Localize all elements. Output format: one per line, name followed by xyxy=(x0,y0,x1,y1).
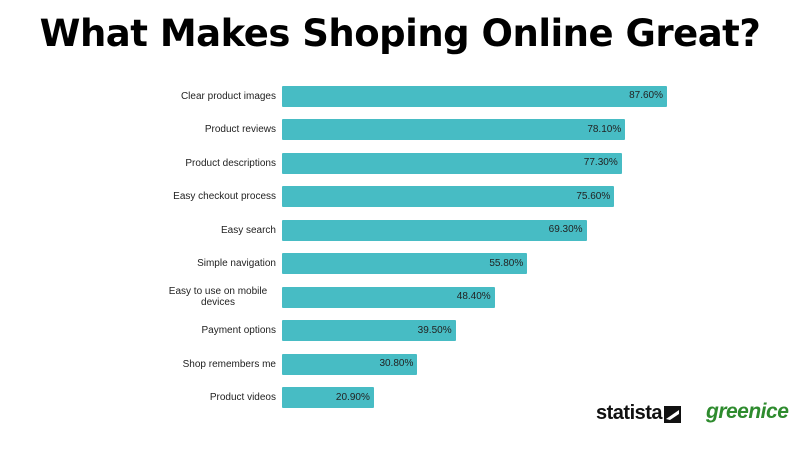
category-label: Easy search xyxy=(110,225,276,236)
bar xyxy=(282,186,615,208)
category-label: Product videos xyxy=(110,392,276,403)
category-text: Product videos xyxy=(209,392,276,404)
value-label: 75.60% xyxy=(576,190,611,202)
bar xyxy=(282,253,528,275)
category-text: Simple navigation xyxy=(197,258,276,270)
bar xyxy=(282,387,374,409)
category-label: Simple navigation xyxy=(110,258,276,269)
value-label: 77.30% xyxy=(583,157,618,169)
category-label: Easy checkout process xyxy=(110,191,276,202)
value-label: 48.40% xyxy=(456,291,491,303)
value-label: 87.60% xyxy=(629,90,663,101)
bar xyxy=(282,219,587,241)
category-label: Easy to use on mobile devices xyxy=(110,286,276,308)
category-label: Clear product images xyxy=(110,91,276,102)
category-text: Shop remembers me xyxy=(182,358,276,370)
category-text: Product reviews xyxy=(204,124,276,136)
category-label: Shop remembers me xyxy=(110,359,276,370)
value-label: 69.30% xyxy=(548,224,583,236)
value-label: 39.50% xyxy=(417,324,452,336)
value-label: 20.90% xyxy=(335,391,370,403)
category-text: Clear product images xyxy=(180,90,276,102)
bar xyxy=(282,85,667,107)
bar xyxy=(282,353,418,375)
category-label: Product reviews xyxy=(110,124,276,135)
bar xyxy=(282,320,456,342)
brand-logo: greenice xyxy=(706,400,789,423)
value-label: 30.80% xyxy=(379,358,414,370)
source-logo: statista xyxy=(596,402,663,424)
category-label: Product descriptions xyxy=(110,158,276,169)
chart-title: What Makes Shoping Online Great? xyxy=(39,12,761,55)
value-label: 55.80% xyxy=(489,257,524,269)
value-label: 78.10% xyxy=(587,123,622,135)
category-text: Easy search xyxy=(220,224,276,236)
bar xyxy=(282,119,626,141)
category-label: Payment options xyxy=(110,325,277,337)
bar xyxy=(282,152,622,174)
category-text: Product descriptions xyxy=(185,157,276,169)
bar xyxy=(282,286,495,308)
category-text: Easy checkout process xyxy=(173,191,276,203)
category-text: Easy to use on mobile devices xyxy=(168,286,268,309)
category-text: Payment options xyxy=(201,325,277,337)
source-logo-icon xyxy=(664,406,681,423)
